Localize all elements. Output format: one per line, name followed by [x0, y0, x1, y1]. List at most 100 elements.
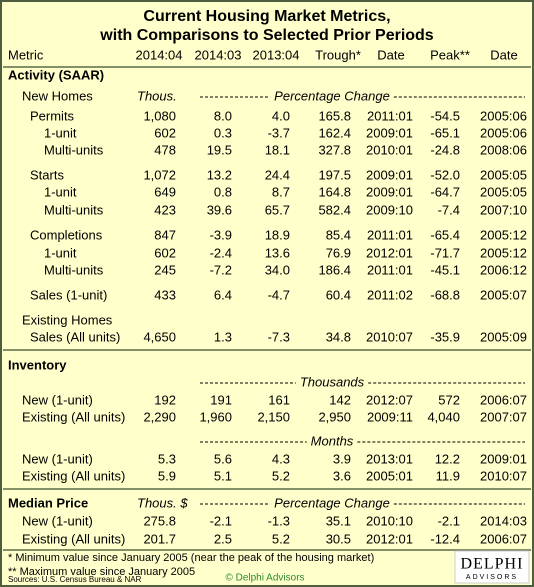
cell: 2.5 — [214, 531, 232, 546]
cell: 2,950 — [318, 409, 351, 424]
cell: 2012:01 — [366, 245, 413, 260]
cell: 5.6 — [214, 451, 232, 466]
cell: 433 — [154, 287, 176, 302]
row-label: Completions — [30, 227, 103, 242]
cell: 2005:09 — [480, 329, 527, 344]
cell: 5.2 — [272, 468, 290, 483]
row-label: 1-unit — [44, 184, 77, 199]
cell: 65.7 — [265, 202, 290, 217]
span-label: Percentage Change — [274, 495, 390, 510]
cell: 2006:12 — [480, 262, 527, 277]
column-header: Peak** — [430, 47, 470, 62]
cell: 602 — [154, 245, 176, 260]
cell: 2,150 — [257, 409, 290, 424]
section-title: Inventory — [8, 357, 67, 372]
section-title: Median Price — [8, 495, 88, 510]
cell: 2010:10 — [366, 513, 413, 528]
cell: 2009:01 — [366, 184, 413, 199]
cell: 2011:01 — [367, 108, 413, 123]
cell: 2010:01 — [366, 142, 413, 157]
cell: 2011:01 — [367, 227, 413, 242]
cell: -24.8 — [430, 142, 460, 157]
cell: 2012:07 — [366, 392, 413, 407]
group-label: New Homes — [22, 88, 93, 103]
cell: -7.4 — [438, 202, 460, 217]
cell: 2011:01 — [367, 262, 413, 277]
cell: 165.8 — [318, 108, 351, 123]
row-label: 1-unit — [44, 245, 77, 260]
cell: 2005:06 — [480, 125, 527, 140]
cell: 162.4 — [318, 125, 351, 140]
cell: 13.6 — [265, 245, 290, 260]
row-label: Starts — [30, 167, 64, 182]
row-label: 1-unit — [44, 125, 77, 140]
cell: 2009:11 — [367, 409, 413, 424]
cell: 4,650 — [143, 329, 176, 344]
row-label: New (1-unit) — [22, 392, 93, 407]
cell: -12.4 — [430, 531, 460, 546]
cell: -4.7 — [268, 287, 290, 302]
cell: 649 — [154, 184, 176, 199]
sources: Sources: U.S. Census Bureau & NAR — [8, 575, 142, 584]
row-label: Multi-units — [44, 142, 104, 157]
cell: 2011:02 — [367, 287, 413, 302]
cell: 2009:10 — [366, 202, 413, 217]
cell: 478 — [154, 142, 176, 157]
cell: 19.5 — [207, 142, 232, 157]
cell: 275.8 — [143, 513, 176, 528]
cell: -3.9 — [210, 227, 232, 242]
row-label: Existing (All units) — [22, 531, 125, 546]
column-header: 2014:04 — [136, 47, 183, 62]
row-label: Permits — [30, 108, 75, 123]
unit-label: Thous. $ — [137, 495, 188, 510]
cell: 0.8 — [214, 184, 232, 199]
cell: 4,040 — [427, 409, 460, 424]
cell: 602 — [154, 125, 176, 140]
cell: 2009:01 — [366, 167, 413, 182]
cell: 2,290 — [143, 409, 176, 424]
cell: 12.2 — [435, 451, 460, 466]
cell: 2005:12 — [480, 227, 527, 242]
span-label: Months — [311, 433, 354, 448]
cell: 2005:07 — [480, 287, 527, 302]
column-header: Date — [377, 47, 404, 62]
title-line: Current Housing Market Metrics, — [143, 8, 390, 25]
cell: 39.6 — [207, 202, 232, 217]
cell: 2007:10 — [480, 202, 527, 217]
logo-box — [454, 550, 530, 584]
cell: 34.8 — [326, 329, 351, 344]
cell: 8.0 — [214, 108, 232, 123]
cell: 85.4 — [326, 227, 351, 242]
row-label: Multi-units — [44, 202, 104, 217]
cell: 5.9 — [158, 468, 176, 483]
cell: 161 — [268, 392, 290, 407]
cell: 5.1 — [214, 468, 232, 483]
cell: -52.0 — [430, 167, 460, 182]
cell: 2005:12 — [480, 245, 527, 260]
cell: 1,072 — [143, 167, 176, 182]
cell: 572 — [438, 392, 460, 407]
cell: 60.4 — [326, 287, 351, 302]
cell: -2.4 — [210, 245, 232, 260]
cell: 34.0 — [265, 262, 290, 277]
unit-label: Thous. — [137, 88, 177, 103]
cell: -45.1 — [430, 262, 460, 277]
cell: 35.1 — [326, 513, 351, 528]
footnote: * Minimum value since January 2005 (near… — [8, 552, 374, 564]
cell: 2006:07 — [480, 392, 527, 407]
logo-sub: ADVISORS — [466, 574, 518, 581]
cell: 5.3 — [158, 451, 176, 466]
cell: -65.1 — [430, 125, 460, 140]
cell: 142 — [329, 392, 351, 407]
row-label: New (1-unit) — [22, 513, 93, 528]
row-label: Sales (All units) — [30, 329, 120, 344]
cell: 2008:06 — [480, 142, 527, 157]
cell: 11.9 — [436, 468, 460, 483]
cell: 1.3 — [214, 329, 232, 344]
cell: 2005:05 — [480, 184, 527, 199]
cell: 2005:05 — [480, 167, 527, 182]
cell: 847 — [154, 227, 176, 242]
title-line: with Comparisons to Selected Prior Perio… — [99, 27, 434, 44]
column-header: 2013:04 — [253, 47, 300, 62]
credit: © Delphi Advisors — [225, 573, 304, 584]
